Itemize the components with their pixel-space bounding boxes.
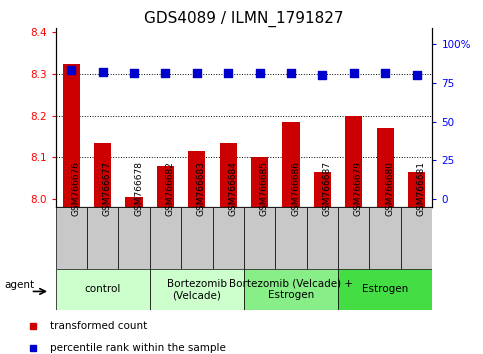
Text: GSM766680: GSM766680 — [385, 161, 394, 216]
Bar — [401, 207, 432, 269]
Text: GSM766687: GSM766687 — [323, 161, 331, 216]
Point — [161, 70, 170, 76]
Bar — [307, 207, 338, 269]
Text: GSM766679: GSM766679 — [354, 161, 363, 216]
Bar — [283, 122, 299, 207]
Point — [350, 70, 357, 76]
Bar — [338, 207, 369, 269]
Point — [130, 70, 138, 76]
Text: percentile rank within the sample: percentile rank within the sample — [50, 343, 226, 353]
Point — [287, 70, 295, 76]
Bar — [408, 172, 425, 207]
Bar — [369, 207, 401, 269]
Point — [193, 70, 201, 76]
Point — [224, 70, 232, 76]
Bar — [275, 207, 307, 269]
Point — [68, 68, 75, 73]
Bar — [251, 157, 268, 207]
Text: GSM766686: GSM766686 — [291, 161, 300, 216]
Text: control: control — [85, 284, 121, 295]
Bar — [150, 207, 181, 269]
Text: GSM766676: GSM766676 — [71, 161, 80, 216]
Text: GSM766684: GSM766684 — [228, 161, 237, 216]
Text: GSM766685: GSM766685 — [260, 161, 269, 216]
Bar — [181, 207, 213, 269]
Text: GSM766677: GSM766677 — [103, 161, 112, 216]
Text: GSM766681: GSM766681 — [416, 161, 426, 216]
Bar — [157, 166, 174, 207]
Bar — [94, 143, 111, 207]
Bar — [56, 207, 87, 269]
Text: GSM766683: GSM766683 — [197, 161, 206, 216]
Bar — [118, 207, 150, 269]
Point — [256, 70, 264, 76]
Point — [382, 70, 389, 76]
Bar — [87, 207, 118, 269]
Text: GDS4089 / ILMN_1791827: GDS4089 / ILMN_1791827 — [144, 11, 344, 27]
Bar — [314, 172, 331, 207]
Point — [319, 72, 327, 78]
Bar — [220, 143, 237, 207]
Bar — [345, 116, 362, 207]
Text: Bortezomib
(Velcade): Bortezomib (Velcade) — [167, 279, 227, 300]
Text: transformed count: transformed count — [50, 321, 147, 331]
Text: agent: agent — [4, 280, 35, 290]
Point — [99, 69, 107, 75]
Bar — [244, 269, 338, 310]
Bar — [188, 151, 205, 207]
Bar — [126, 197, 142, 207]
Bar — [338, 269, 432, 310]
Text: Bortezomib (Velcade) +
Estrogen: Bortezomib (Velcade) + Estrogen — [229, 279, 353, 300]
Bar — [56, 269, 150, 310]
Bar — [244, 207, 275, 269]
Bar — [377, 128, 394, 207]
Bar — [150, 269, 244, 310]
Point — [412, 72, 420, 78]
Bar — [63, 64, 80, 207]
Text: Estrogen: Estrogen — [362, 284, 408, 295]
Text: GSM766682: GSM766682 — [165, 161, 174, 216]
Text: GSM766678: GSM766678 — [134, 161, 143, 216]
Bar — [213, 207, 244, 269]
